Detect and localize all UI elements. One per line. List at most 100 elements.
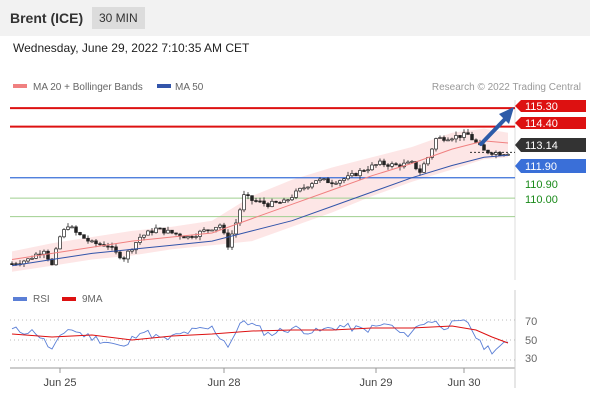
candle — [490, 151, 494, 157]
candle-body — [254, 200, 258, 202]
candle-body — [418, 168, 422, 173]
candle-body — [294, 190, 298, 198]
candle — [242, 190, 246, 213]
candle — [278, 201, 282, 204]
rsi-legend-swatch — [13, 297, 27, 301]
candle — [226, 229, 230, 250]
candle — [454, 131, 458, 143]
candle-body — [174, 232, 178, 235]
candle-body — [302, 187, 306, 190]
candle-body — [218, 224, 222, 228]
candle-body — [286, 199, 290, 202]
x-tick-label: Jun 28 — [207, 377, 240, 389]
candle-body — [66, 226, 70, 230]
candle-body — [82, 234, 86, 239]
candle-body — [490, 152, 494, 155]
level-tag-114-40: 114.40 — [515, 117, 586, 130]
candle-body — [430, 148, 434, 158]
candle-body — [434, 138, 438, 150]
candle-body — [230, 233, 234, 248]
timeframe-button[interactable]: 30 MIN — [92, 7, 145, 29]
candle-body — [206, 229, 210, 232]
candle — [266, 202, 270, 209]
candle — [202, 227, 206, 233]
candle — [410, 160, 414, 164]
candle — [250, 195, 254, 205]
candle — [462, 129, 466, 141]
candle-body — [374, 164, 378, 166]
candle-body — [86, 237, 90, 242]
candle-body — [202, 229, 206, 232]
moving-averages — [11, 140, 509, 267]
candle — [218, 223, 222, 230]
candle — [438, 135, 442, 139]
rsi-indicator — [10, 319, 515, 361]
candle — [330, 179, 334, 188]
candle-body — [46, 250, 50, 260]
candle-body — [122, 257, 126, 260]
candle-body — [62, 229, 66, 238]
candle-body — [250, 195, 254, 201]
current-price-tag: 113.14 — [515, 138, 586, 152]
candle-body — [274, 200, 278, 203]
rsi-line — [11, 319, 509, 355]
candle-body — [246, 194, 250, 197]
candle — [298, 187, 302, 193]
candle — [210, 229, 214, 232]
candle-body — [42, 250, 46, 255]
candle-body — [382, 160, 386, 166]
candle-body — [142, 234, 146, 238]
candle-body — [474, 139, 478, 143]
candle-body — [190, 236, 194, 238]
candle-body — [346, 175, 350, 180]
candle-body — [322, 178, 326, 181]
candle — [74, 225, 78, 236]
candle — [106, 242, 110, 250]
candle-body — [126, 250, 130, 260]
candle — [314, 180, 318, 184]
candle-body — [238, 209, 242, 224]
candle — [494, 150, 498, 159]
candle — [318, 177, 322, 183]
bullish-arrow-icon — [479, 107, 514, 146]
candle-body — [154, 227, 158, 234]
candle-body — [462, 132, 466, 138]
x-axis: Jun 25 Jun 28 Jun 29 Jun 30 — [43, 368, 481, 389]
candle-body — [10, 263, 14, 265]
candle-body — [438, 137, 442, 139]
candle — [378, 158, 382, 166]
candle — [382, 158, 386, 168]
candle-body — [214, 226, 218, 231]
candle — [246, 192, 250, 200]
candle — [302, 184, 306, 191]
candle — [370, 162, 374, 171]
candle-body — [326, 178, 330, 184]
candle-body — [390, 163, 394, 167]
candle-body — [410, 161, 414, 163]
candle-body — [454, 135, 458, 140]
source-credit: Research © 2022 Trading Central — [432, 82, 581, 93]
level-114-40-label: 114.40 — [525, 118, 558, 130]
candle — [90, 239, 94, 243]
candle — [54, 247, 58, 266]
candle-body — [330, 182, 334, 185]
candle — [322, 178, 326, 181]
ma9-legend-swatch — [62, 297, 76, 301]
candle — [386, 163, 390, 170]
rsi-axis-70: 70 — [525, 316, 537, 328]
candle-body — [314, 180, 318, 184]
candle — [414, 161, 418, 171]
rsi-axis-50: 50 — [525, 335, 537, 347]
candle-body — [282, 199, 286, 203]
candle-body — [494, 152, 498, 155]
candle — [158, 227, 162, 230]
candle-body — [30, 257, 34, 260]
candle-body — [158, 227, 162, 230]
candle-body — [354, 173, 358, 177]
level-tag-115-30: 115.30 — [515, 100, 586, 113]
candle — [150, 228, 154, 236]
candle — [146, 229, 150, 236]
candle — [346, 171, 350, 181]
candle-body — [422, 163, 426, 173]
